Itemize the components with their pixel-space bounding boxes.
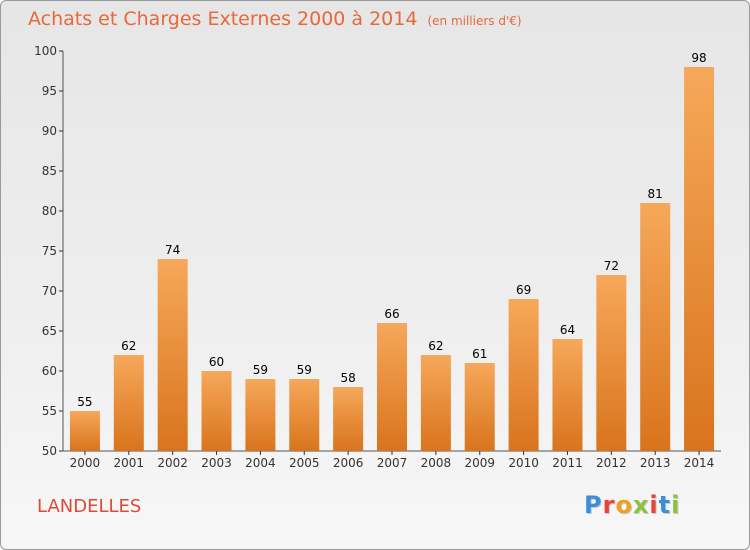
x-tick-label: 2010	[508, 456, 539, 470]
bars: 55 62 74 60 59 59 58 66 62 61 69 64 72 81 98	[69, 51, 715, 451]
bar	[289, 379, 320, 451]
x-tick-label: 2001	[114, 456, 145, 470]
bar	[596, 275, 627, 451]
bar	[464, 363, 495, 451]
logo-letter: o	[615, 491, 633, 519]
y-tick-label: 70	[42, 284, 57, 298]
y-tick-label: 80	[42, 204, 57, 218]
bar-value-label: 66	[384, 307, 399, 321]
logo-letter: x	[632, 491, 650, 519]
bar	[640, 203, 671, 451]
bar-value-label: 81	[648, 187, 663, 201]
bar	[113, 355, 144, 451]
proxiti-logo: Proxiti	[584, 491, 680, 519]
chart-unit: (en milliers d'€)	[427, 14, 522, 28]
bar-value-label: 61	[472, 347, 487, 361]
y-tick-label: 95	[42, 84, 57, 98]
logo-letter: i	[649, 491, 659, 519]
bar-value-label: 59	[297, 363, 312, 377]
x-tick-label: 2002	[157, 456, 188, 470]
bar-value-label: 64	[560, 323, 575, 337]
y-tick-label: 85	[42, 164, 57, 178]
chart-title-text: Achats et Charges Externes 2000 à 2014	[28, 8, 418, 30]
bar-value-label: 58	[340, 371, 355, 385]
location-name: LANDELLES	[37, 496, 142, 517]
y-tick-label: 90	[42, 124, 57, 138]
logo-letter: t	[658, 491, 672, 519]
bar-value-label: 74	[165, 243, 180, 257]
bar	[69, 411, 100, 451]
bar	[245, 379, 276, 451]
x-tick-label: 2012	[596, 456, 627, 470]
y-tick-label: 55	[42, 404, 57, 418]
logo-letter: P	[584, 491, 603, 519]
bar-value-label: 62	[428, 339, 443, 353]
bar	[333, 387, 364, 451]
logo-letter: i	[671, 491, 681, 519]
bar	[508, 299, 539, 451]
bar-value-label: 72	[604, 259, 619, 273]
x-tick-label: 2013	[640, 456, 671, 470]
bar	[552, 339, 583, 451]
bar-value-label: 69	[516, 283, 531, 297]
bar	[201, 371, 232, 451]
bar	[157, 259, 188, 451]
bar	[684, 67, 715, 451]
x-tick-label: 2003	[201, 456, 232, 470]
bar-value-label: 62	[121, 339, 136, 353]
bar-value-label: 60	[209, 355, 224, 369]
bar-value-label: 59	[253, 363, 268, 377]
y-tick-label: 65	[42, 324, 57, 338]
logo-letter: r	[602, 491, 616, 519]
x-tick-label: 2006	[333, 456, 364, 470]
bar	[377, 323, 407, 451]
x-tick-label: 2005	[289, 456, 320, 470]
y-tick-label: 60	[42, 364, 57, 378]
bar	[420, 355, 451, 451]
x-tick-label: 2000	[70, 456, 101, 470]
x-tick-label: 2009	[464, 456, 495, 470]
chart-title: Achats et Charges Externes 2000 à 2014 (e…	[28, 8, 522, 30]
y-tick-label: 100	[34, 44, 57, 58]
x-tick-label: 2014	[684, 456, 715, 470]
x-tick-label: 2007	[377, 456, 408, 470]
x-tick-label: 2004	[245, 456, 276, 470]
bar-value-label: 98	[691, 51, 706, 65]
y-tick-label: 75	[42, 244, 57, 258]
x-tick-label: 2008	[421, 456, 452, 470]
bar-value-label: 55	[77, 395, 92, 409]
y-tick-label: 50	[42, 444, 57, 458]
x-tick-label: 2011	[552, 456, 583, 470]
